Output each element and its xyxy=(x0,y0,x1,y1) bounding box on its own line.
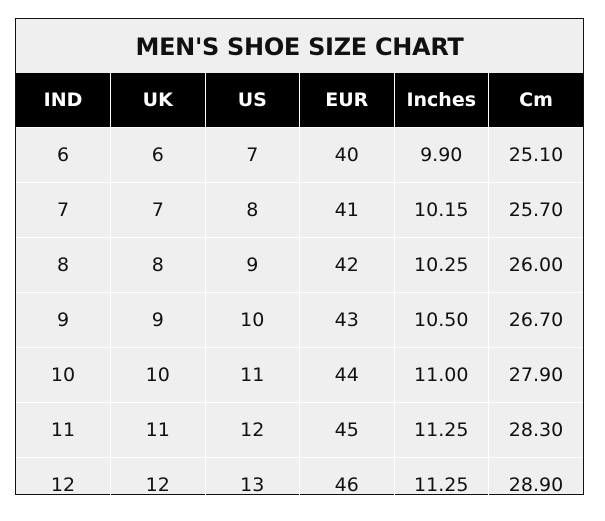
table-row: 10 10 11 44 11.00 27.90 xyxy=(16,347,583,403)
cell-uk: 7 xyxy=(110,182,206,238)
cell-eur: 45 xyxy=(299,402,395,458)
cell-ind: 12 xyxy=(16,457,111,512)
cell-eur: 43 xyxy=(299,292,395,348)
cell-us: 7 xyxy=(204,127,300,183)
cell-eur: 41 xyxy=(299,182,395,238)
cell-inches: 11.00 xyxy=(393,347,489,403)
cell-eur: 46 xyxy=(299,457,395,512)
cell-us: 11 xyxy=(204,347,300,403)
cell-ind: 10 xyxy=(16,347,111,403)
table-row: 6 6 7 40 9.90 25.10 xyxy=(16,127,583,183)
cell-ind: 9 xyxy=(16,292,111,348)
size-chart: MEN'S SHOE SIZE CHART IND UK US EUR Inches Cm… xyxy=(15,18,584,512)
table-row: 9 9 10 43 10.50 26.70 xyxy=(16,292,583,348)
cell-uk: 11 xyxy=(110,402,206,458)
cell-inches: 9.90 xyxy=(393,127,489,183)
cell-inches: 11.25 xyxy=(393,402,489,458)
column-header-eur: EUR xyxy=(299,73,395,128)
cell-eur: 44 xyxy=(299,347,395,403)
cell-uk: 9 xyxy=(110,292,206,348)
chart-title: MEN'S SHOE SIZE CHART xyxy=(135,33,464,61)
cell-uk: 8 xyxy=(110,237,206,293)
column-header-cm: Cm xyxy=(488,73,583,128)
cell-cm: 25.70 xyxy=(488,182,583,238)
cell-uk: 12 xyxy=(110,457,206,512)
cell-us: 9 xyxy=(204,237,300,293)
cell-us: 13 xyxy=(204,457,300,512)
cell-uk: 10 xyxy=(110,347,206,403)
cell-us: 12 xyxy=(204,402,300,458)
cell-us: 8 xyxy=(204,182,300,238)
cell-us: 10 xyxy=(204,292,300,348)
cell-inches: 11.25 xyxy=(393,457,489,512)
cell-cm: 26.00 xyxy=(488,237,583,293)
cell-inches: 10.50 xyxy=(393,292,489,348)
cell-eur: 42 xyxy=(299,237,395,293)
cell-cm: 26.70 xyxy=(488,292,583,348)
cell-cm: 27.90 xyxy=(488,347,583,403)
cell-ind: 6 xyxy=(16,127,111,183)
cell-ind: 11 xyxy=(16,402,111,458)
cell-ind: 8 xyxy=(16,237,111,293)
column-header-us: US xyxy=(204,73,300,128)
cell-uk: 6 xyxy=(110,127,206,183)
cell-inches: 10.25 xyxy=(393,237,489,293)
table-row: 12 12 13 46 11.25 28.90 xyxy=(16,457,583,512)
cell-cm: 25.10 xyxy=(488,127,583,183)
table-row: 7 7 8 41 10.15 25.70 xyxy=(16,182,583,238)
cell-inches: 10.15 xyxy=(393,182,489,238)
column-header-inches: Inches xyxy=(393,73,489,128)
header-row: IND UK US EUR Inches Cm xyxy=(16,73,583,128)
column-header-uk: UK xyxy=(110,73,206,128)
cell-cm: 28.90 xyxy=(488,457,583,512)
column-header-ind: IND xyxy=(16,73,111,128)
table-row: 11 11 12 45 11.25 28.30 xyxy=(16,402,583,458)
size-table: IND UK US EUR Inches Cm 6 6 7 40 9.90 25.10 7 7 8 41 10… xyxy=(16,73,583,512)
cell-cm: 28.30 xyxy=(488,402,583,458)
table-row: 8 8 9 42 10.25 26.00 xyxy=(16,237,583,293)
cell-eur: 40 xyxy=(299,127,395,183)
cell-ind: 7 xyxy=(16,182,111,238)
